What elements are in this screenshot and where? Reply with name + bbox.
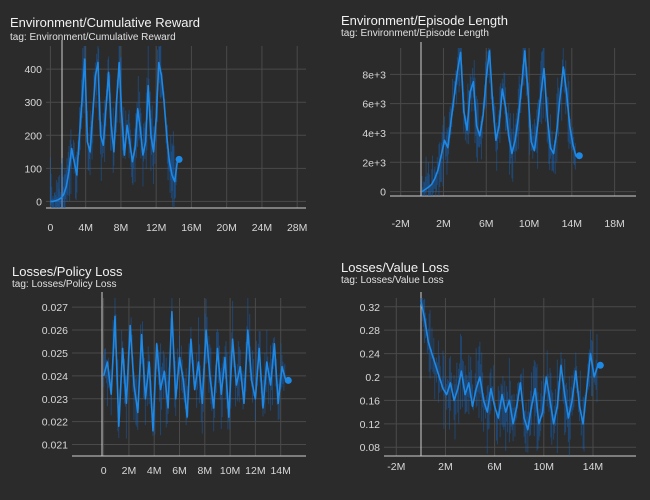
y-tick-label: 0.16 [360,395,381,407]
series-line [102,310,287,432]
y-tick-label: 0.08 [360,442,381,454]
y-tick-label: 0.24 [360,349,381,361]
x-tick-label: 14M [583,461,603,473]
x-tick-label: 10M [534,461,554,473]
y-tick-label: 0.027 [42,302,68,314]
chart-tag: tag: Environment/Episode Length [341,28,489,39]
y-tick-label: 8e+3 [362,69,386,81]
y-tick-label: 0.32 [360,302,381,314]
x-tick-label: 2M [438,461,453,473]
y-tick-label: 400 [24,64,42,76]
y-tick-label: 0.023 [42,394,68,406]
y-tick-label: 0.12 [360,419,381,431]
chart-plot-3: -2M 2M 6M 10M 14M 0.08 0.12 0.16 0.2 0.24 0.28 0.32 [360,292,636,473]
chart-plot-0: 0 4M 8M 12M 16M 20M 24M 28M 0 100 200 300 400 [24,40,307,234]
x-tick-label: 6M [487,461,502,473]
x-tick-label: 12M [245,465,265,477]
x-tick-label: 10M [519,218,539,230]
y-tick-label: 0.2 [365,372,380,384]
chart-tag: tag: Environment/Cumulative Reward [10,32,176,43]
y-tick-label: 100 [24,163,42,175]
y-tick-label: 4e+3 [362,128,386,140]
chart-tag: tag: Losses/Value Loss [341,275,444,286]
x-tick-label: 4M [147,465,162,477]
x-tick-label: 16M [181,222,201,234]
y-tick-label: 0.026 [42,325,68,337]
chart-title: Losses/Value Loss [341,260,450,275]
x-tick-label: 8M [198,465,213,477]
chart-title: Environment/Episode Length [341,13,508,28]
y-tick-label: 0.025 [42,348,68,360]
x-tick-label: 2M [436,218,451,230]
x-tick-label: 8M [114,222,129,234]
x-tick-label: 2M [122,465,137,477]
x-tick-label: 18M [604,218,624,230]
last-value-point [284,376,292,384]
y-tick-label: 0.28 [360,325,381,337]
x-tick-label: 0 [47,222,53,234]
x-tick-label: -2M [392,218,410,230]
x-tick-label: 6M [479,218,494,230]
x-tick-label: 12M [146,222,166,234]
y-tick-label: 300 [24,97,42,109]
y-tick-label: 200 [24,130,42,142]
chart-plot-1: -2M 2M 6M 10M 14M 18M 0 2e+3 4e+3 6e+3 8e+3 [362,42,636,230]
chart-tag: tag: Losses/Policy Loss [12,279,117,290]
y-tick-label: 0.024 [42,371,68,383]
series-line [50,58,179,203]
x-tick-label: 10M [220,465,240,477]
y-tick-label: 0 [380,187,386,199]
chart-title: Environment/Cumulative Reward [10,15,201,30]
x-tick-label: 4M [78,222,93,234]
series-line [420,300,599,431]
chart-title: Losses/Policy Loss [12,264,123,279]
x-tick-label: 28M [287,222,307,234]
x-tick-label: -2M [387,461,405,473]
series-line [421,50,577,193]
x-tick-label: 20M [216,222,236,234]
chart-plot-2: 0 2M 4M 6M 8M 10M 12M 14M 0.021 0.022 0.023 0.024 0.… [42,292,306,477]
y-tick-label: 6e+3 [362,99,386,111]
last-value-point [575,152,583,160]
x-tick-label: 24M [252,222,272,234]
y-tick-label: 2e+3 [362,157,386,169]
x-tick-label: 14M [270,465,290,477]
last-value-point [596,361,604,369]
y-tick-label: 0 [36,196,42,208]
x-tick-label: 14M [562,218,582,230]
x-tick-label: 0 [101,465,107,477]
last-value-point [175,155,183,163]
y-tick-label: 0.021 [42,440,68,452]
y-tick-label: 0.022 [42,417,68,429]
x-tick-label: 6M [172,465,187,477]
